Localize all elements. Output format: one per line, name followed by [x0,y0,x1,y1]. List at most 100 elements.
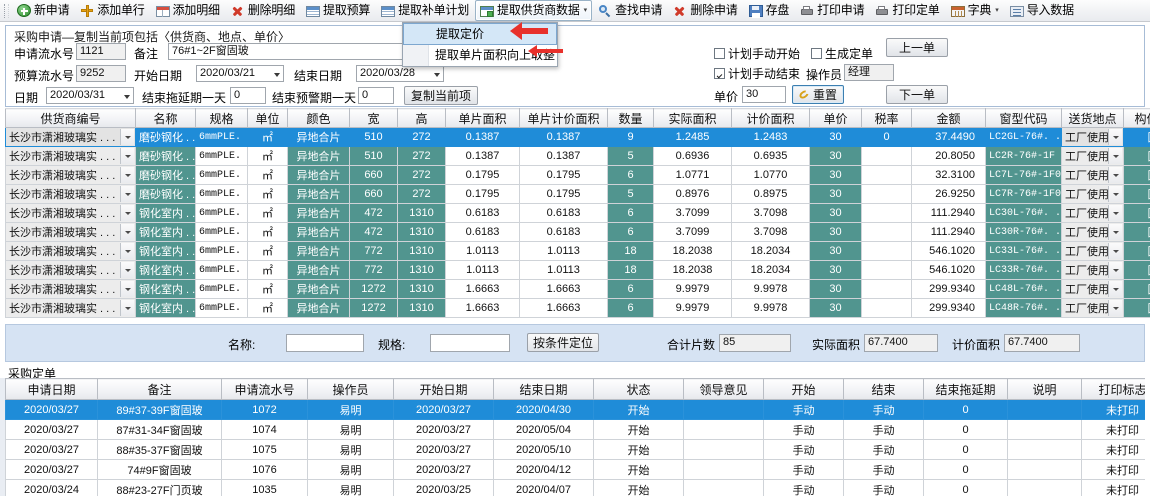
grid-cell-piece_area[interactable]: 1.0113 [445,241,520,261]
grid-cell-spec[interactable]: 6mmPLE. . . [195,184,248,204]
serial-input[interactable]: 1121 [76,43,126,60]
grid-cell-win_code[interactable]: LC48R-76#. . . [985,298,1062,318]
grid-cell-color[interactable]: 异地合片 [287,222,350,242]
grid-cell-piece_area[interactable]: 1.6663 [445,298,520,318]
chevron-down-icon[interactable] [1108,243,1122,259]
grid-cell-unit_price[interactable]: 30 [809,260,862,280]
grid-cell-unit_price[interactable]: 30 [809,165,862,185]
grid-cell-unit_price[interactable]: 30 [809,127,862,147]
grid-cell-width[interactable]: 510 [349,127,398,147]
orders-cell-apply_date[interactable]: 2020/03/27 [5,459,98,480]
chevron-down-icon[interactable] [1108,205,1122,221]
grid-cell-price_area[interactable]: 18.2034 [731,260,810,280]
grid-cell-part[interactable]: 固玻 [1123,203,1150,223]
grid-cell-win_code[interactable]: LC33L-76#. . . [985,241,1062,261]
table-row[interactable]: 长沙市潇湘玻璃实 . . .磨砂钢化 . .6mmPLE. . .㎡异地合片51… [5,146,1150,166]
grid-cell-color[interactable]: 异地合片 [287,165,350,185]
orders-cell-end[interactable]: 2020/05/10 [493,439,594,460]
orders-cell-delay[interactable]: 0 [923,419,1008,440]
grid-cell-spec[interactable]: 6mmPLE. . . [195,241,248,261]
grid-cell-color[interactable]: 异地合片 [287,203,350,223]
grid-cell-color[interactable]: 异地合片 [287,184,350,204]
grid-cell-qty[interactable]: 5 [607,146,654,166]
grid-cell-qty[interactable]: 6 [607,203,654,223]
grid-cell-width[interactable]: 472 [349,222,398,242]
grid-cell-name[interactable]: 钢化室内 . . [135,298,196,318]
grid-cell-amount[interactable]: 299.9340 [911,298,986,318]
grid-cell-price_area[interactable]: 9.9978 [731,279,810,299]
copy-current-item-button[interactable]: 复制当前项 [404,86,478,105]
list-item[interactable]: 2020/03/27 87#31-34F窗固玻 1074 易明 2020/03/27 20… [5,419,1145,440]
grid-cell-qty[interactable]: 6 [607,279,654,299]
grid-cell-actual_area[interactable]: 1.2485 [653,127,732,147]
grid-cell-actual_area[interactable]: 18.2038 [653,241,732,261]
chevron-down-icon[interactable] [120,300,134,316]
grid-cell-unit[interactable]: ㎡ [247,127,288,147]
orders-cell-note[interactable] [1007,439,1082,460]
orders-cell-delay[interactable]: 0 [923,479,1008,496]
grid-cell-unit_price[interactable]: 30 [809,241,862,261]
toolbar-button-6[interactable]: 提取补单计划 [376,0,474,21]
orders-column-header-2[interactable]: 备注 [97,378,222,400]
orders-cell-finish[interactable]: 手动 [843,439,924,460]
grid-cell-spec[interactable]: 6mmPLE. . . [195,203,248,223]
grid-cell-qty[interactable]: 6 [607,298,654,318]
grid-cell-qty[interactable]: 5 [607,184,654,204]
grid-cell-actual_area[interactable]: 0.8976 [653,184,732,204]
grid-cell-price_area[interactable]: 0.6935 [731,146,810,166]
list-item[interactable]: 2020/03/27 89#37-39F窗固玻 1072 易明 2020/03/27 20… [5,399,1145,420]
orders-cell-opinion[interactable] [683,399,764,420]
grid-column-header-7[interactable]: 高 [397,108,446,128]
grid-cell-deliver[interactable]: 工厂使用 [1061,184,1124,204]
orders-cell-remark[interactable]: 88#35-37F窗固玻 [97,439,222,460]
grid-cell-piece_price_area[interactable]: 0.6183 [519,203,608,223]
grid-column-header-13[interactable]: 单价 [809,108,862,128]
grid-cell-qty[interactable]: 6 [607,222,654,242]
chevron-down-icon[interactable]: ▾ [995,7,999,14]
grid-cell-name[interactable]: 钢化室内 . . [135,222,196,242]
grid-cell-unit[interactable]: ㎡ [247,241,288,261]
grid-cell-tax[interactable] [861,203,912,223]
filter-name-input[interactable] [286,334,364,352]
orders-cell-operator[interactable]: 易明 [307,399,394,420]
orders-cell-start[interactable]: 2020/03/27 [393,459,494,480]
grid-column-header-11[interactable]: 实际面积 [653,108,732,128]
end-date-picker[interactable]: 2020/03/28 [356,65,444,82]
grid-column-header-12[interactable]: 计价面积 [731,108,810,128]
checkbox-manual-start[interactable]: 计划手动开始 [714,45,800,62]
grid-cell-supplier[interactable]: 长沙市潇湘玻璃实 . . . [5,146,136,166]
grid-cell-amount[interactable]: 546.1020 [911,241,986,261]
orders-cell-status[interactable]: 开始 [593,419,684,440]
grid-column-header-3[interactable]: 规格 [195,108,248,128]
grid-cell-name[interactable]: 磨砂钢化 . . [135,165,196,185]
grid-column-header-9[interactable]: 单片计价面积 [519,108,608,128]
toolbar-button-12[interactable]: 打印定单 [870,0,944,21]
grid-cell-deliver[interactable]: 工厂使用 [1061,241,1124,261]
grid-cell-width[interactable]: 510 [349,146,398,166]
grid-cell-height[interactable]: 272 [397,165,446,185]
orders-cell-status[interactable]: 开始 [593,399,684,420]
chevron-down-icon[interactable] [1108,167,1122,183]
grid-cell-height[interactable]: 272 [397,184,446,204]
reset-button[interactable]: 重置 [792,85,844,104]
orders-cell-end[interactable]: 2020/04/12 [493,459,594,480]
purchase-detail-grid[interactable]: 供货商编号 名称 规格 单位 颜色宽高单片面积 单片计价面积 数量 实际面积 计价面积 单价 税率金… [5,108,1150,320]
orders-cell-operator[interactable]: 易明 [307,459,394,480]
grid-cell-tax[interactable] [861,279,912,299]
grid-cell-actual_area[interactable]: 3.7099 [653,222,732,242]
chevron-down-icon[interactable] [120,224,134,240]
grid-cell-price_area[interactable]: 9.9978 [731,298,810,318]
grid-cell-unit[interactable]: ㎡ [247,146,288,166]
grid-cell-price_area[interactable]: 0.8975 [731,184,810,204]
toolbar-button-7[interactable]: 提取供货商数据 ▾ [475,0,593,21]
table-row[interactable]: 长沙市潇湘玻璃实 . . .钢化室内 . .6mmPLE. . .㎡异地合片47… [5,203,1150,223]
grid-cell-supplier[interactable]: 长沙市潇湘玻璃实 . . . [5,279,136,299]
toolbar-button-1[interactable]: 新申请 [12,0,74,21]
table-row[interactable]: 长沙市潇湘玻璃实 . . .磨砂钢化 . .6mmPLE. . .㎡异地合片66… [5,165,1150,185]
orders-cell-apply_date[interactable]: 2020/03/27 [5,399,98,420]
grid-cell-unit_price[interactable]: 30 [809,203,862,223]
grid-cell-piece_price_area[interactable]: 1.6663 [519,279,608,299]
orders-cell-start[interactable]: 2020/03/25 [393,479,494,496]
grid-cell-width[interactable]: 1272 [349,279,398,299]
grid-column-header-8[interactable]: 单片面积 [445,108,520,128]
